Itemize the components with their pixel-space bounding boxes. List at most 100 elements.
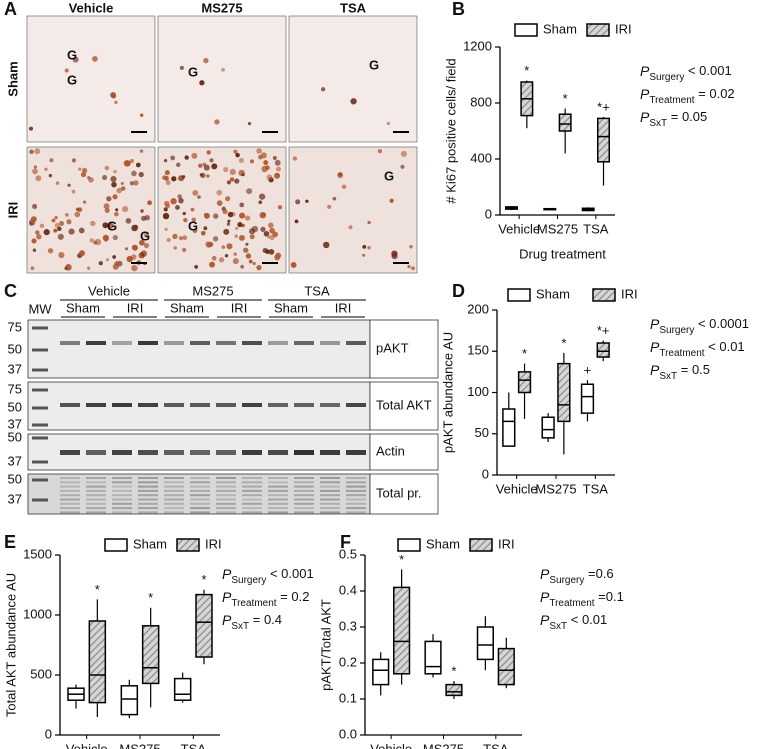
band	[216, 341, 236, 345]
nucleus	[105, 258, 109, 262]
nucleus	[112, 255, 116, 259]
nucleus	[30, 266, 35, 271]
nucleus	[203, 212, 210, 219]
x-tick-label: MS275	[535, 481, 576, 496]
nucleus	[143, 242, 150, 249]
glomerulus-label: G	[140, 228, 150, 243]
nucleus	[112, 234, 118, 241]
nucleus	[350, 98, 357, 105]
legend-label: IRI	[615, 21, 632, 36]
nucleus	[178, 236, 184, 241]
nucleus	[68, 228, 75, 235]
nucleus	[294, 219, 299, 224]
band	[112, 481, 132, 484]
micrograph	[288, 15, 418, 143]
nucleus	[222, 209, 228, 215]
nucleus	[43, 229, 50, 236]
nucleus	[80, 171, 87, 178]
significance-marker: *	[148, 590, 153, 605]
nucleus	[276, 166, 281, 172]
nucleus	[337, 172, 344, 179]
band	[294, 511, 314, 514]
significance-marker: *	[399, 552, 404, 567]
band	[268, 450, 288, 455]
nucleus	[323, 241, 330, 249]
nucleus	[114, 100, 118, 104]
stat-line: PSxT = 0.4	[222, 612, 282, 632]
band	[86, 477, 106, 479]
band	[112, 450, 132, 455]
nucleus	[265, 165, 270, 171]
nucleus	[131, 224, 138, 232]
glomerulus-label: G	[188, 218, 198, 233]
band	[268, 507, 288, 510]
y-axis-title: Total AKT abundance AU	[3, 573, 18, 717]
column-label: TSA	[340, 0, 367, 15]
box	[476, 626, 494, 661]
nucleus	[102, 222, 109, 229]
nucleus	[216, 189, 223, 196]
nucleus	[125, 217, 132, 224]
stat-text: = 0.02	[695, 86, 735, 101]
box	[517, 371, 532, 394]
band	[190, 494, 210, 497]
y-tick-label: 0.4	[339, 582, 357, 597]
stat-line: PSxT < 0.01	[540, 612, 607, 632]
nucleus	[171, 176, 177, 182]
nucleus	[409, 244, 413, 249]
box	[580, 383, 595, 414]
nucleus	[78, 227, 85, 234]
nucleus	[175, 205, 180, 210]
nucleus	[214, 119, 220, 125]
box	[445, 683, 463, 697]
nucleus	[386, 121, 391, 126]
nucleus	[47, 248, 54, 254]
nucleus	[239, 202, 245, 208]
nucleus	[245, 242, 249, 246]
band	[164, 511, 184, 514]
nucleus	[212, 236, 219, 242]
band	[112, 498, 132, 501]
band	[294, 481, 314, 484]
y-tick-label: 400	[470, 150, 492, 165]
glomerulus-label: G	[107, 218, 117, 233]
panel-label: B	[452, 0, 465, 19]
nucleus	[268, 222, 274, 229]
nucleus	[79, 250, 85, 257]
nucleus	[176, 162, 181, 168]
y-tick-label: 0	[45, 726, 52, 741]
nucleus	[108, 222, 114, 229]
x-axis-title: Drug treatment	[519, 246, 606, 261]
nucleus	[30, 216, 37, 223]
band	[320, 489, 340, 492]
strip-label-box	[369, 381, 439, 431]
nucleus	[112, 194, 118, 200]
y-tick-label: 0	[482, 466, 489, 481]
x-tick-label: Vehicle	[498, 221, 540, 236]
stat-symbol: P	[222, 589, 232, 605]
nucleus	[102, 234, 109, 241]
nucleus	[66, 219, 72, 225]
nucleus	[35, 230, 40, 235]
nucleus	[226, 243, 233, 250]
band	[86, 489, 106, 492]
band	[242, 502, 262, 505]
strip-label: Total AKT	[376, 397, 432, 412]
nucleus	[57, 233, 64, 240]
significance-marker: *+	[597, 99, 610, 114]
stat-symbol: P	[222, 612, 232, 628]
band	[320, 341, 340, 345]
stat-subscript: SxT	[659, 371, 677, 382]
nucleus	[58, 251, 65, 259]
nucleus	[182, 235, 188, 241]
nucleus	[120, 181, 124, 186]
nucleus	[135, 162, 141, 168]
band	[164, 341, 184, 345]
nucleus	[238, 158, 244, 164]
nucleus	[247, 121, 252, 126]
stat-text: = 0.5	[677, 362, 710, 377]
band	[164, 485, 184, 488]
nucleus	[165, 180, 171, 186]
nucleus	[263, 230, 270, 237]
